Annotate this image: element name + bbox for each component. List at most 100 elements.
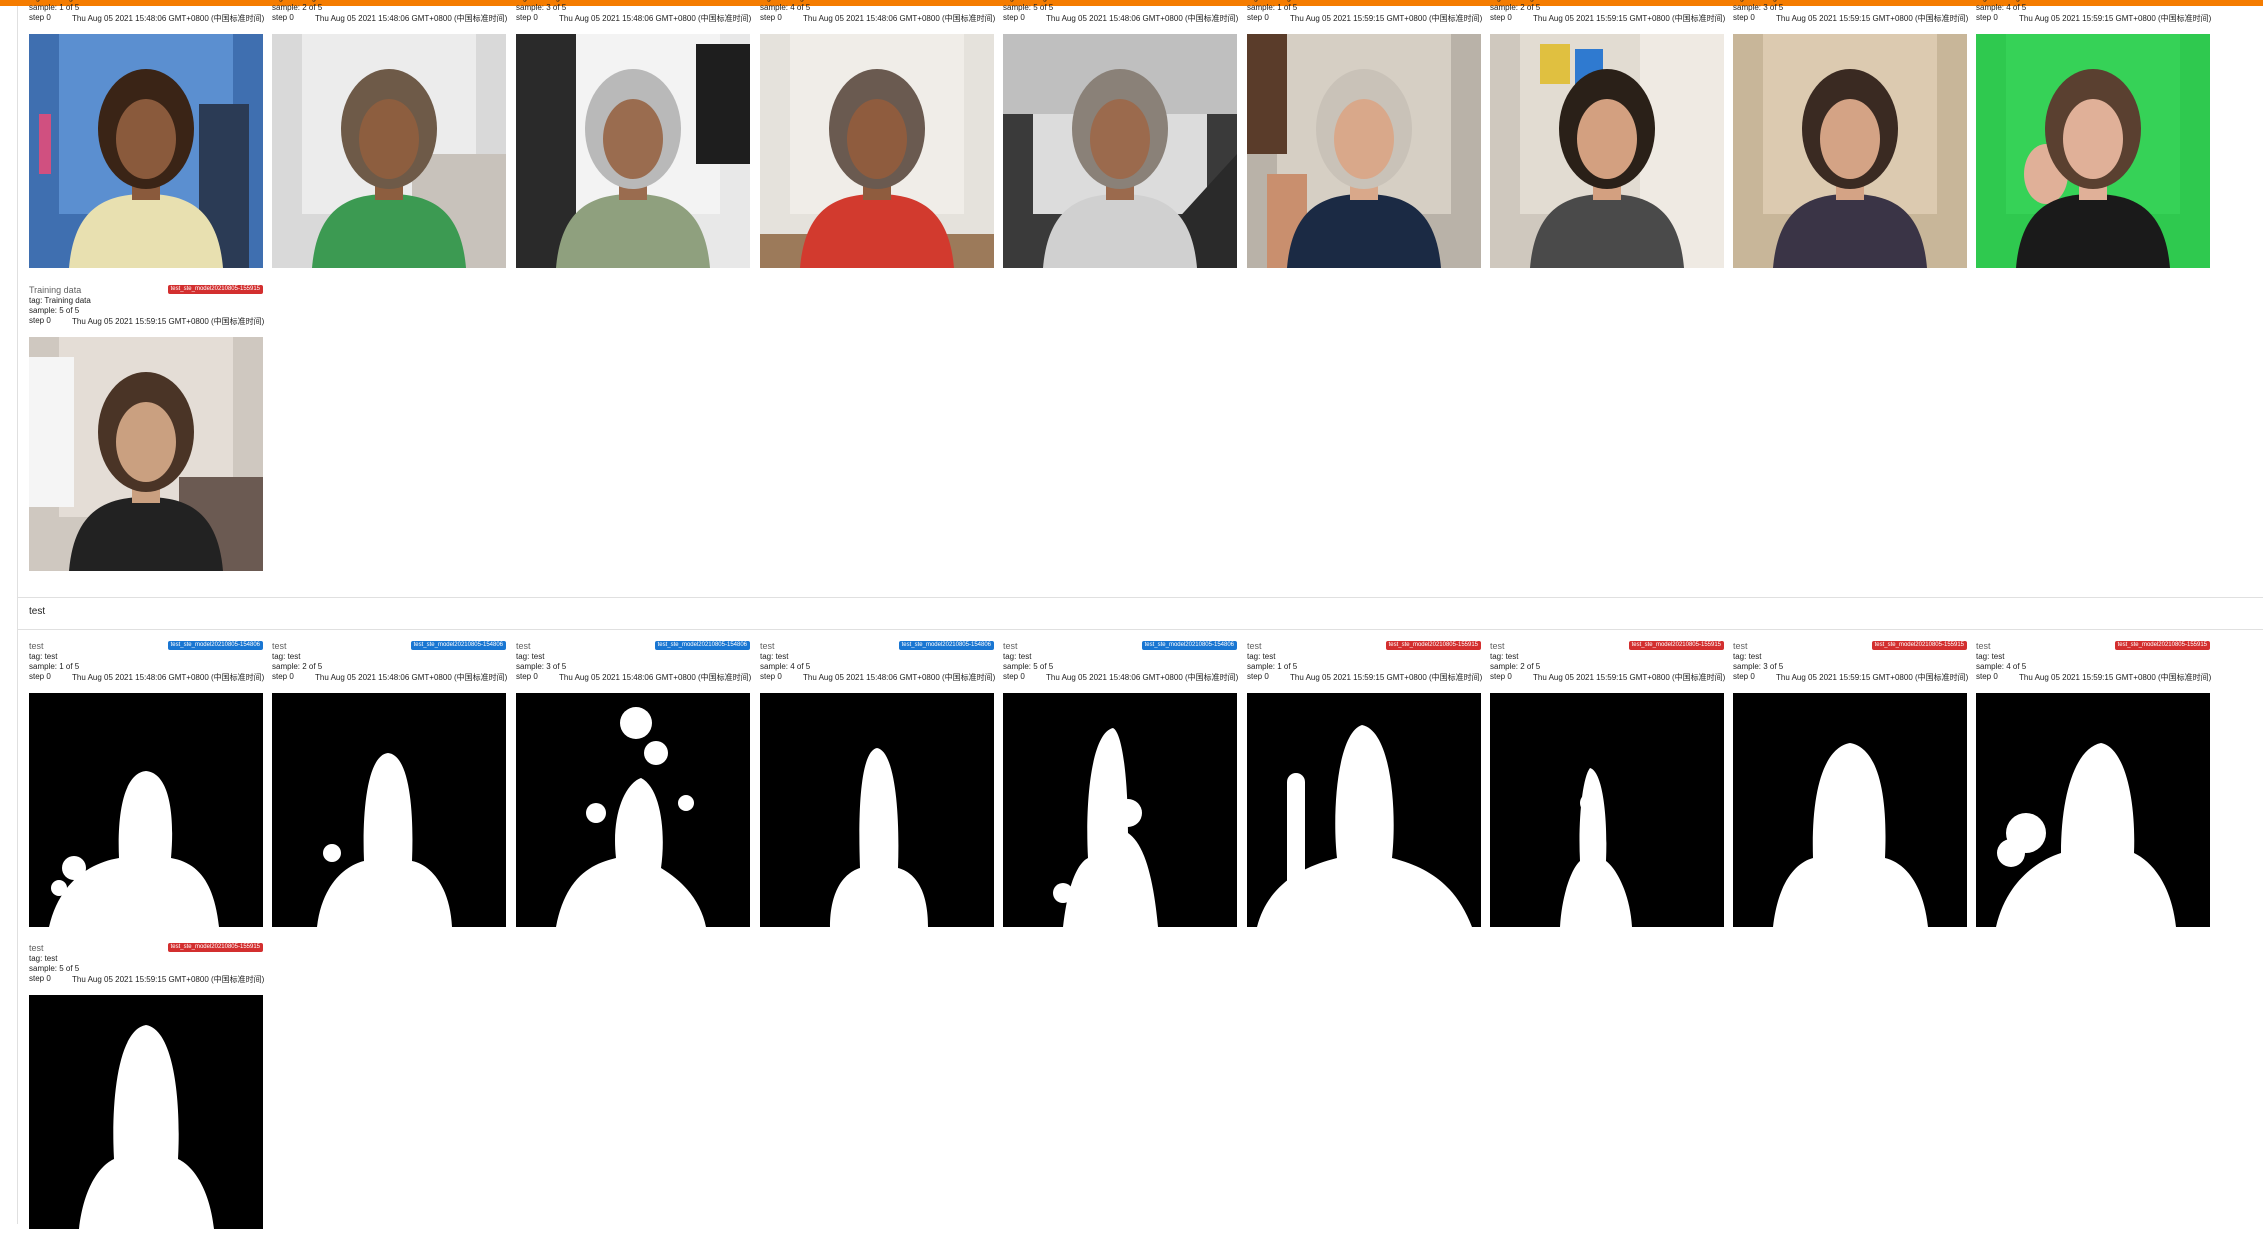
run-chip[interactable]: test_ste_model20210805-154806 [898, 641, 994, 650]
card-sample: sample: 2 of 5 [1490, 662, 1541, 671]
card-step: step 0 [1490, 13, 1512, 22]
mask-8[interactable] [1733, 693, 1967, 927]
mask-2[interactable] [272, 693, 506, 927]
card-header: test test_ste_model20210805-155915 tag: … [1247, 641, 1482, 693]
card-header: test test_ste_model20210805-155915 tag: … [1490, 641, 1725, 693]
mask-6[interactable] [1247, 693, 1481, 927]
card-step: step 0 [272, 13, 294, 22]
card-sample: sample: 4 of 5 [1976, 3, 2027, 12]
card-step: step 0 [29, 672, 51, 681]
card-step: step 0 [29, 316, 51, 325]
mask-9[interactable] [1976, 693, 2210, 927]
card-date: Thu Aug 05 2021 15:48:06 GMT+0800 (中国标准时… [315, 673, 508, 682]
card-tag: tag: Training data [272, 0, 334, 2]
run-chip[interactable]: test_ste_model20210805-154806 [1141, 641, 1237, 650]
card-date: Thu Aug 05 2021 15:48:06 GMT+0800 (中国标准时… [559, 673, 752, 682]
card-date: Thu Aug 05 2021 15:59:15 GMT+0800 (中国标准时… [2019, 673, 2212, 682]
card-tag: tag: Training data [760, 0, 822, 2]
card-header: Training data tag: Training data sample:… [760, 0, 996, 34]
photo-man-thumbs-up[interactable] [1247, 34, 1481, 268]
photo-woman-posters[interactable] [1490, 34, 1724, 268]
card-title: test [1003, 641, 1018, 651]
card-date: Thu Aug 05 2021 15:59:15 GMT+0800 (中国标准时… [72, 975, 265, 984]
run-chip[interactable]: test_ste_model20210805-154806 [654, 641, 750, 650]
card-header: Training data tag: Training data sample:… [1003, 0, 1239, 34]
run-chip[interactable]: test_ste_model20210805-154806 [167, 641, 263, 650]
section-title-test[interactable]: test [29, 606, 46, 617]
card-step: step 0 [1003, 672, 1025, 681]
card-tag: tag: test [1490, 652, 1519, 661]
card-tag: tag: Training data [1976, 0, 2038, 2]
card-step: step 0 [1976, 13, 1998, 22]
card-date: Thu Aug 05 2021 15:59:15 GMT+0800 (中国标准时… [2019, 14, 2212, 23]
card-date: Thu Aug 05 2021 15:59:15 GMT+0800 (中国标准时… [72, 317, 265, 326]
card-date: Thu Aug 05 2021 15:48:06 GMT+0800 (中国标准时… [1046, 14, 1239, 23]
card-header: test test_ste_model20210805-155915 tag: … [29, 943, 265, 995]
section-divider [17, 597, 2263, 598]
image-card-3: test test_ste_model20210805-154806 tag: … [516, 641, 752, 954]
run-chip[interactable]: test_ste_model20210805-155915 [2114, 641, 2210, 650]
card-tag: tag: test [1976, 652, 2005, 661]
section-divider [17, 629, 2263, 630]
card-tag: tag: test [29, 954, 58, 963]
card-sample: sample: 2 of 5 [272, 3, 323, 12]
card-sample: sample: 3 of 5 [516, 662, 567, 671]
card-title: test [1976, 641, 1991, 651]
mask-10[interactable] [29, 995, 263, 1229]
card-step: step 0 [29, 974, 51, 983]
photo-woman-sunglasses[interactable] [516, 34, 750, 268]
card-step: step 0 [272, 672, 294, 681]
card-tag: tag: test [1247, 652, 1276, 661]
card-header: test test_ste_model20210805-154806 tag: … [29, 641, 264, 693]
card-header: test test_ste_model20210805-155915 tag: … [1976, 641, 2212, 693]
card-title: test [1247, 641, 1262, 651]
card-sample: sample: 4 of 5 [1976, 662, 2027, 671]
image-card-8: test test_ste_model20210805-155915 tag: … [1733, 641, 1968, 954]
mask-1[interactable] [29, 693, 263, 927]
mask-4[interactable] [760, 693, 994, 927]
run-chip[interactable]: test_ste_model20210805-154806 [410, 641, 506, 650]
card-title: Training data [29, 285, 82, 295]
card-step: step 0 [1733, 13, 1755, 22]
run-chip[interactable]: test_ste_model20210805-155915 [167, 943, 263, 952]
photo-woman-blue-room[interactable] [29, 34, 263, 268]
image-card-9: Training data tag: Training data sample:… [1976, 0, 2212, 295]
card-title: test [516, 641, 531, 651]
run-chip[interactable]: test_ste_model20210805-155915 [1385, 641, 1481, 650]
card-sample: sample: 2 of 5 [1490, 3, 1541, 12]
image-card-4: test test_ste_model20210805-154806 tag: … [760, 641, 995, 954]
image-card-5: Training data tag: Training data sample:… [1003, 0, 1239, 295]
run-chip[interactable]: test_ste_model20210805-155915 [167, 285, 263, 294]
card-header: Training data tag: Training data sample:… [272, 0, 508, 34]
run-chip[interactable]: test_ste_model20210805-155915 [1628, 641, 1724, 650]
card-sample: sample: 1 of 5 [1247, 3, 1298, 12]
image-card-3: Training data tag: Training data sample:… [516, 0, 751, 295]
card-tag: tag: test [760, 652, 789, 661]
card-title: test [29, 641, 44, 651]
photo-woman-stairs[interactable] [1003, 34, 1237, 268]
card-date: Thu Aug 05 2021 15:48:06 GMT+0800 (中国标准时… [315, 14, 508, 23]
card-step: step 0 [516, 13, 538, 22]
card-step: step 0 [1003, 13, 1025, 22]
card-header: test test_ste_model20210805-154806 tag: … [272, 641, 508, 693]
photo-woman-green-top[interactable] [272, 34, 506, 268]
run-chip[interactable]: test_ste_model20210805-155915 [1871, 641, 1967, 650]
mask-5[interactable] [1003, 693, 1237, 927]
image-card-6: Training data tag: Training data sample:… [1247, 0, 1482, 295]
image-card-5: test test_ste_model20210805-154806 tag: … [1003, 641, 1238, 954]
card-sample: sample: 1 of 5 [1247, 662, 1298, 671]
card-tag: tag: Training data [516, 0, 578, 2]
photo-woman-bedroom[interactable] [29, 337, 263, 571]
mask-7[interactable] [1490, 693, 1724, 927]
photo-woman-red-top[interactable] [760, 34, 994, 268]
card-header: Training data tag: Training data sample:… [1490, 0, 1725, 34]
card-sample: sample: 3 of 5 [1733, 3, 1784, 12]
card-title: test [272, 641, 287, 651]
photo-woman-glasses[interactable] [1733, 34, 1967, 268]
mask-3[interactable] [516, 693, 750, 927]
card-step: step 0 [760, 672, 782, 681]
card-sample: sample: 3 of 5 [516, 3, 567, 12]
card-date: Thu Aug 05 2021 15:48:06 GMT+0800 (中国标准时… [803, 14, 996, 23]
card-tag: tag: test [1733, 652, 1762, 661]
photo-woman-green-screen[interactable] [1976, 34, 2210, 268]
